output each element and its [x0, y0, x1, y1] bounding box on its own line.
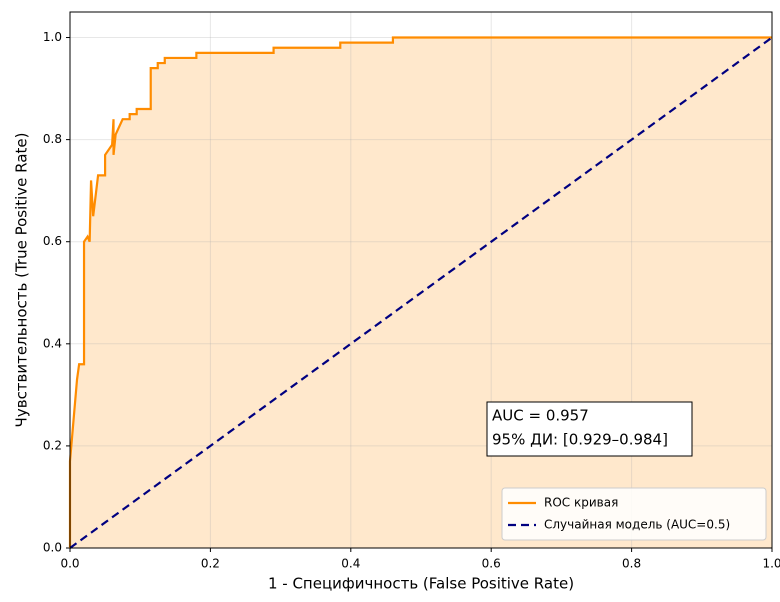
- legend-label: Случайная модель (AUC=0.5): [544, 518, 730, 532]
- series-line: [69, 36, 773, 549]
- legend-box: [501, 487, 767, 541]
- legend-label: ROC кривая: [544, 496, 618, 510]
- x-axis-label: 1 - Специфичность (False Positive Rate): [268, 575, 574, 593]
- x-tick-label: 0.8: [622, 557, 641, 571]
- x-tick-label: 0.6: [482, 557, 501, 571]
- y-tick-label: 0.2: [43, 438, 62, 452]
- plot-frame: [69, 11, 773, 549]
- y-tick-label: 1.0: [43, 30, 62, 44]
- y-tick-label: 0.6: [43, 234, 62, 248]
- x-tick-label: 0.4: [341, 557, 360, 571]
- y-tick-label: 0.8: [43, 132, 62, 146]
- annotation-text: AUC = 0.957: [492, 407, 589, 425]
- x-tick-label: 1.0: [762, 557, 780, 571]
- y-tick-label: 0.4: [43, 336, 62, 350]
- annotation-text: 95% ДИ: [0.929–0.984]: [492, 431, 668, 449]
- y-axis-label: Чувствительность (True Positive Rate): [13, 133, 31, 428]
- annotation-box: [486, 401, 693, 457]
- x-tick-label: 0.2: [201, 557, 220, 571]
- y-tick-label: 0.0: [43, 541, 62, 555]
- series-line: [68, 36, 772, 548]
- x-tick-label: 0.0: [60, 557, 79, 571]
